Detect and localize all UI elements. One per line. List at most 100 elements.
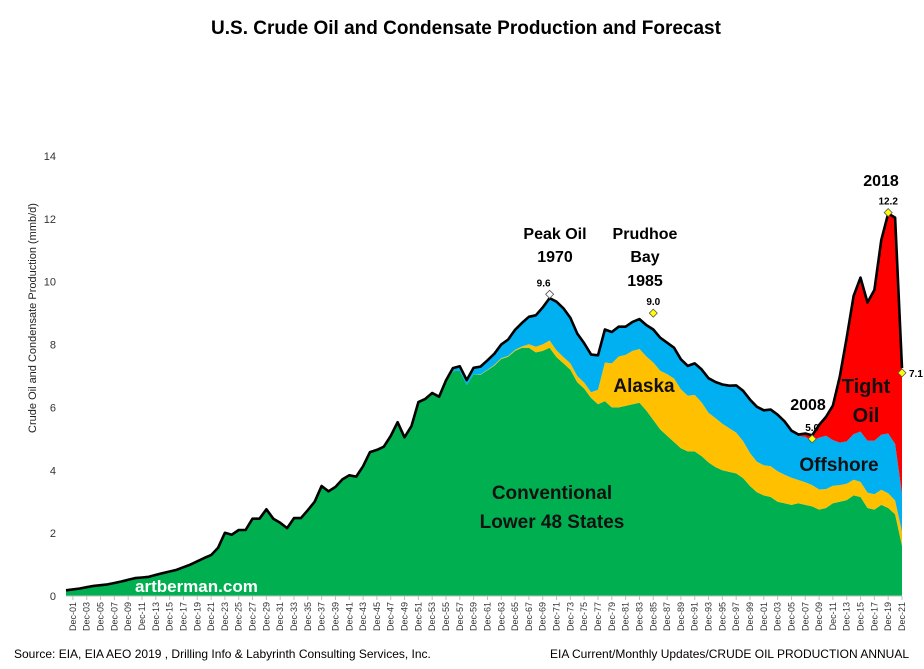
- y-tick-label: 6: [50, 402, 56, 414]
- x-tick-label: Dec-17: [869, 602, 879, 631]
- x-tick-label: Dec-57: [455, 602, 465, 631]
- label-conventional-line2: Lower 48 States: [480, 512, 625, 533]
- x-tick-label: Dec-83: [635, 602, 645, 631]
- annotation-peak-oil-line1: Peak Oil: [523, 226, 586, 243]
- area-offshore: [66, 298, 902, 591]
- y-tick-label: 12: [44, 214, 56, 226]
- x-tick-label: Dec-19: [192, 602, 202, 631]
- x-tick-label: Dec-73: [565, 602, 575, 631]
- x-tick-label: Dec-23: [220, 602, 230, 631]
- label-alaska: Alaska: [613, 376, 675, 397]
- y-tick-label: 14: [44, 151, 56, 163]
- marker-2019: [883, 208, 893, 218]
- x-tick-label: Dec-59: [469, 602, 479, 631]
- source-right: EIA Current/Monthly Updates/CRUDE OIL PR…: [550, 647, 909, 661]
- x-tick-label: Dec-19: [883, 602, 893, 631]
- marker-1970: [545, 289, 555, 299]
- x-tick-label: Dec-21: [897, 602, 907, 631]
- annotation-prudhoe-line1: Prudhoe: [613, 226, 678, 243]
- annotation-prudhoe-line3: 1985: [627, 273, 663, 290]
- area-conventional-lower-48-states: [66, 347, 902, 596]
- x-tick-label: Dec-45: [372, 602, 382, 631]
- x-tick-label: Dec-29: [261, 602, 271, 631]
- y-axis-ticks: 0 2 4 6 8 10 12 14: [44, 151, 56, 603]
- x-tick-label: Dec-93: [704, 602, 714, 631]
- x-tick-label: Dec-05: [787, 602, 797, 631]
- y-tick-label: 8: [50, 340, 56, 352]
- x-tick-label: Dec-39: [331, 602, 341, 631]
- x-tick-label: Dec-15: [165, 602, 175, 631]
- x-tick-label: Dec-33: [289, 602, 299, 631]
- annotation-peak-oil-line2: 1970: [537, 249, 573, 266]
- chart-title: U.S. Crude Oil and Condensate Production…: [211, 18, 722, 39]
- x-tick-label: Dec-79: [607, 602, 617, 631]
- x-tick-label: Dec-69: [538, 602, 548, 631]
- x-tick-label: Dec-13: [842, 602, 852, 631]
- y-tick-label: 2: [50, 528, 56, 540]
- x-tick-label: Dec-01: [759, 602, 769, 631]
- marker-1985: [648, 308, 658, 318]
- label-tight-line1: Tight: [842, 376, 891, 398]
- x-tick-label: Dec-05: [96, 602, 106, 631]
- label-conventional-line1: Conventional: [492, 483, 612, 504]
- annotation-prudhoe-line2: Bay: [630, 249, 659, 266]
- x-tick-label: Dec-03: [773, 602, 783, 631]
- x-tick-label: Dec-07: [800, 602, 810, 631]
- x-tick-label: Dec-41: [344, 602, 354, 631]
- x-tick-label: Dec-95: [717, 602, 727, 631]
- x-tick-label: Dec-11: [137, 602, 147, 630]
- x-tick-label: Dec-07: [109, 602, 119, 631]
- watermark: artberman.com: [135, 577, 258, 596]
- y-tick-label: 0: [50, 591, 56, 603]
- x-tick-label: Dec-49: [400, 602, 410, 631]
- annotation-2018: 2018: [863, 173, 899, 190]
- value-label-1970: 9.6: [537, 278, 551, 289]
- label-offshore: Offshore: [799, 455, 878, 476]
- x-tick-label: Dec-65: [510, 602, 520, 631]
- x-tick-label: Dec-01: [68, 602, 78, 631]
- x-tick-label: Dec-27: [248, 602, 258, 631]
- area-series: [66, 213, 902, 596]
- x-tick-label: Dec-47: [386, 602, 396, 631]
- y-tick-label: 4: [50, 465, 56, 477]
- x-tick-label: Dec-15: [856, 602, 866, 631]
- marker-2008: [807, 434, 817, 444]
- value-label-2008: 5.0: [805, 423, 819, 434]
- x-tick-label: Dec-53: [427, 602, 437, 631]
- x-tick-label: Dec-03: [82, 602, 92, 631]
- highlight-markers: 9.6 9.0 5.0 12.2 7.1: [537, 197, 923, 444]
- x-tick-label: Dec-91: [690, 602, 700, 631]
- value-label-2021: 7.1: [909, 369, 923, 380]
- x-tick-label: Dec-55: [441, 602, 451, 631]
- marker-2021: [897, 368, 907, 378]
- x-tick-label: Dec-97: [731, 602, 741, 631]
- x-tick-label: Dec-81: [621, 602, 631, 631]
- label-tight-line2: Oil: [853, 405, 880, 427]
- x-tick-label: Dec-17: [179, 602, 189, 631]
- x-tick-label: Dec-11: [828, 602, 838, 630]
- total-production-line: [65, 212, 904, 592]
- x-tick-label: Dec-09: [123, 602, 133, 631]
- x-tick-label: Dec-63: [496, 602, 506, 631]
- value-label-2019: 12.2: [878, 197, 898, 208]
- x-tick-label: Dec-99: [745, 602, 755, 631]
- x-tick-label: Dec-31: [275, 602, 285, 631]
- x-tick-label: Dec-61: [483, 602, 493, 631]
- value-label-1985: 9.0: [646, 297, 660, 308]
- area-alaska: [66, 340, 902, 591]
- x-tick-label: Dec-25: [234, 602, 244, 631]
- x-tick-label: Dec-21: [206, 602, 216, 631]
- x-tick-label: Dec-89: [676, 602, 686, 631]
- x-tick-label: Dec-09: [814, 602, 824, 631]
- y-axis-label: Crude Oil and Condensate Production (mmb…: [27, 203, 39, 433]
- x-tick-label: Dec-75: [579, 602, 589, 631]
- x-tick-label: Dec-67: [524, 602, 534, 631]
- x-tick-label: Dec-87: [662, 602, 672, 631]
- x-tick-label: Dec-51: [413, 602, 423, 631]
- x-axis-ticks: Dec-01 Dec-03 Dec-05 Dec-07 Dec-09 Dec-11 Dec-…: [68, 596, 907, 631]
- annotation-2008: 2008: [790, 397, 826, 414]
- x-tick-label: Dec-43: [358, 602, 368, 631]
- x-tick-label: Dec-71: [552, 602, 562, 631]
- x-tick-label: Dec-77: [593, 602, 603, 631]
- x-tick-label: Dec-35: [303, 602, 313, 631]
